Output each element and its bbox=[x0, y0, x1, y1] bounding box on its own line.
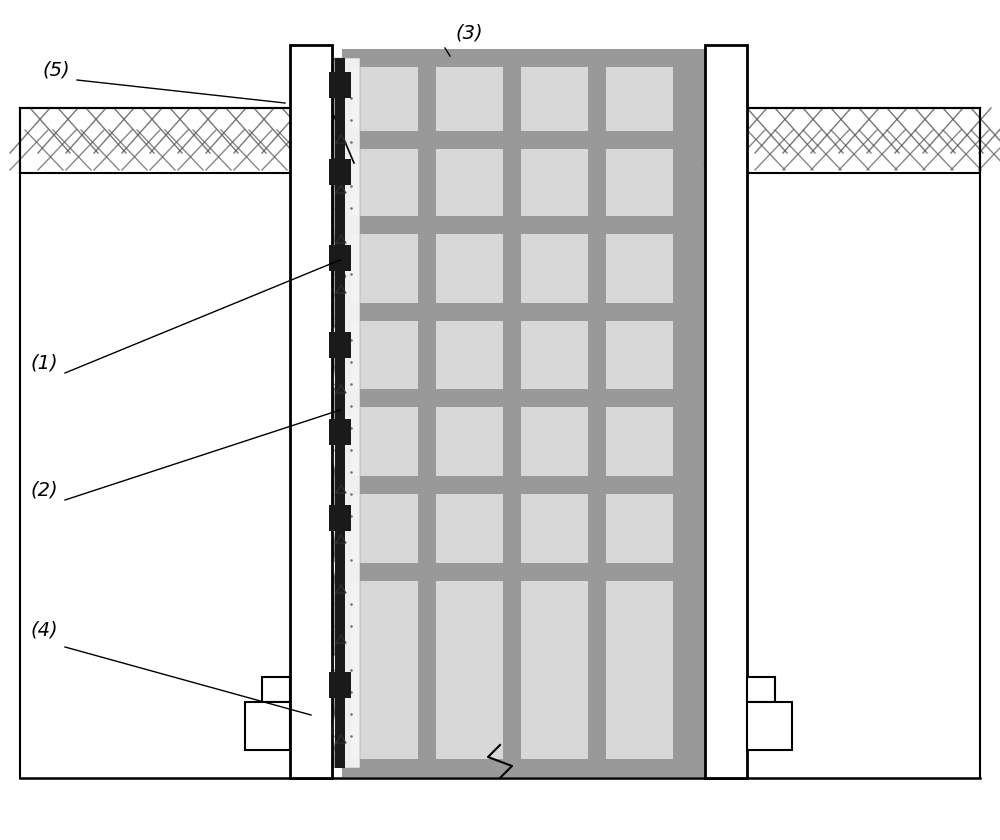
Bar bbox=[329, 419, 351, 445]
Text: (2): (2) bbox=[30, 480, 58, 499]
Bar bbox=[747, 702, 792, 750]
Bar bbox=[342, 131, 725, 149]
Bar bbox=[342, 303, 725, 321]
Bar bbox=[290, 45, 332, 778]
Text: (3): (3) bbox=[455, 23, 483, 42]
Bar bbox=[329, 332, 351, 358]
Polygon shape bbox=[332, 58, 360, 768]
Bar bbox=[342, 58, 700, 768]
Bar bbox=[342, 49, 725, 67]
Bar bbox=[329, 672, 351, 698]
Bar bbox=[503, 58, 521, 768]
Bar bbox=[691, 58, 709, 768]
Bar bbox=[705, 45, 747, 778]
Bar bbox=[329, 72, 351, 98]
Bar bbox=[342, 563, 725, 581]
Bar bbox=[342, 389, 725, 407]
Text: (4): (4) bbox=[30, 620, 58, 639]
Bar bbox=[329, 245, 351, 271]
Bar bbox=[588, 58, 606, 768]
Text: (1): (1) bbox=[30, 353, 58, 372]
Bar bbox=[262, 677, 290, 702]
Bar bbox=[329, 505, 351, 531]
Bar bbox=[245, 702, 290, 750]
Bar bbox=[342, 759, 725, 777]
Bar bbox=[673, 58, 691, 768]
Bar bbox=[335, 58, 345, 768]
Text: (5): (5) bbox=[42, 60, 70, 79]
Bar bbox=[329, 159, 351, 185]
Bar bbox=[418, 58, 436, 768]
Bar bbox=[333, 58, 351, 768]
Bar bbox=[747, 677, 775, 702]
Bar bbox=[342, 216, 725, 234]
Bar bbox=[342, 476, 725, 494]
